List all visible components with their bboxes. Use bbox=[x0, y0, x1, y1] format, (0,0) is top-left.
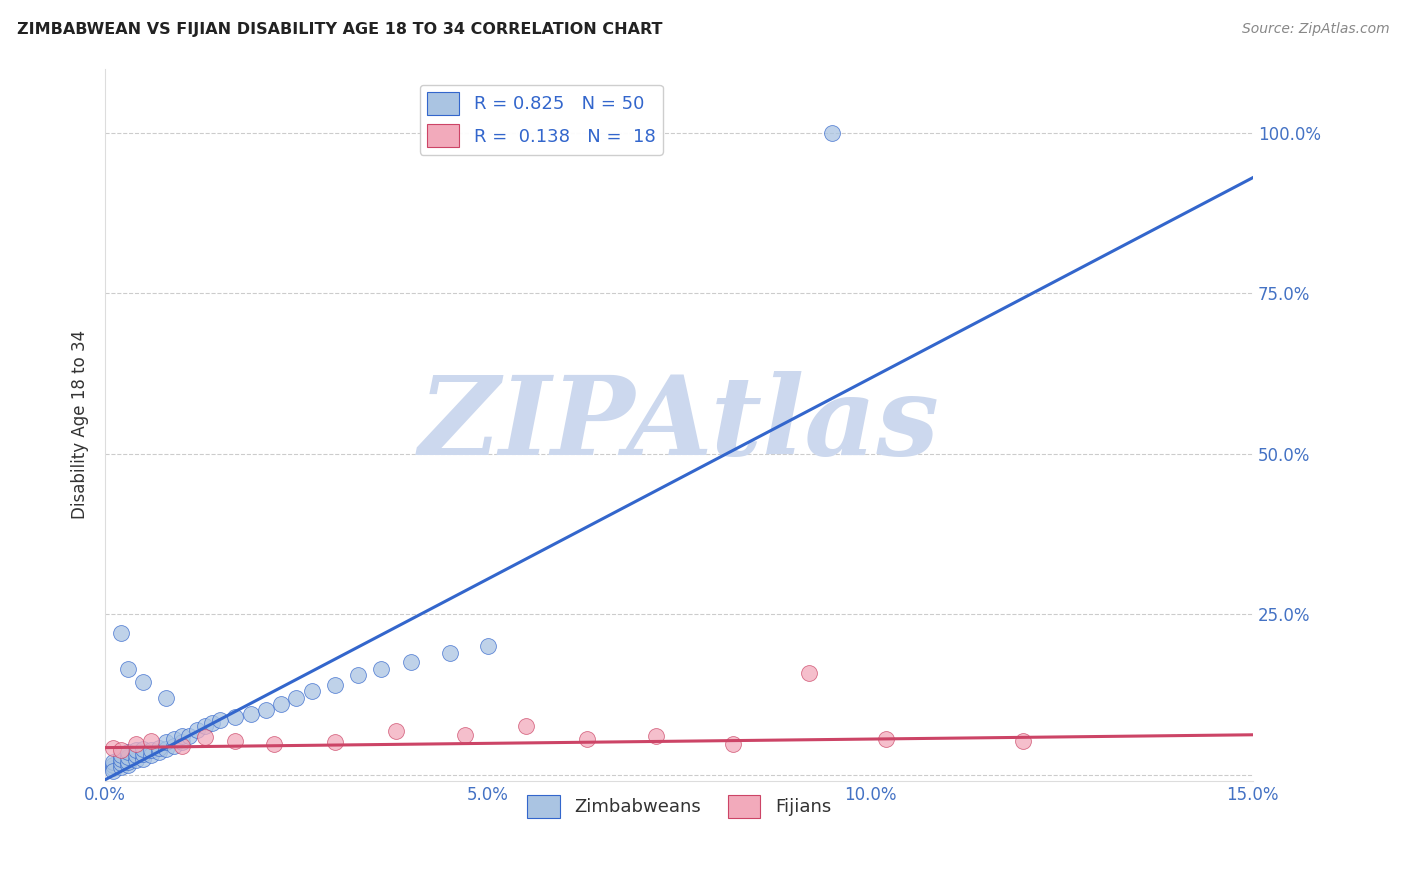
Point bbox=[148, 745, 170, 759]
Point bbox=[139, 734, 162, 748]
Point bbox=[101, 758, 124, 772]
Point bbox=[101, 764, 124, 779]
Point bbox=[477, 639, 499, 653]
Point bbox=[101, 740, 124, 755]
Point bbox=[875, 732, 897, 747]
Point bbox=[170, 739, 193, 753]
Point bbox=[186, 723, 208, 737]
Point bbox=[132, 674, 155, 689]
Point bbox=[117, 662, 139, 676]
Point bbox=[170, 729, 193, 743]
Text: ZIMBABWEAN VS FIJIAN DISABILITY AGE 18 TO 34 CORRELATION CHART: ZIMBABWEAN VS FIJIAN DISABILITY AGE 18 T… bbox=[17, 22, 662, 37]
Point bbox=[194, 719, 217, 733]
Point bbox=[125, 754, 148, 768]
Point bbox=[155, 735, 177, 749]
Point bbox=[721, 737, 744, 751]
Point bbox=[148, 740, 170, 755]
Point bbox=[101, 761, 124, 775]
Point bbox=[323, 678, 346, 692]
Point bbox=[179, 729, 201, 743]
Point bbox=[370, 662, 392, 676]
Point bbox=[194, 731, 217, 745]
Point bbox=[132, 742, 155, 756]
Point bbox=[346, 668, 368, 682]
Point bbox=[439, 646, 461, 660]
Point bbox=[110, 756, 132, 770]
Point bbox=[110, 748, 132, 763]
Point bbox=[239, 706, 262, 721]
Point bbox=[125, 743, 148, 757]
Point bbox=[132, 747, 155, 761]
Point bbox=[139, 748, 162, 763]
Point bbox=[155, 742, 177, 756]
Point bbox=[101, 755, 124, 769]
Point bbox=[454, 728, 477, 742]
Point bbox=[163, 732, 186, 747]
Point bbox=[208, 713, 231, 727]
Point bbox=[110, 751, 132, 765]
Point bbox=[301, 684, 323, 698]
Point bbox=[125, 748, 148, 763]
Point bbox=[254, 703, 277, 717]
Point bbox=[132, 751, 155, 765]
Point bbox=[224, 734, 246, 748]
Point bbox=[117, 755, 139, 769]
Point bbox=[285, 690, 308, 705]
Point bbox=[576, 732, 599, 747]
Point bbox=[323, 735, 346, 749]
Point bbox=[201, 716, 224, 731]
Point bbox=[821, 126, 844, 140]
Point bbox=[125, 737, 148, 751]
Y-axis label: Disability Age 18 to 34: Disability Age 18 to 34 bbox=[72, 330, 89, 519]
Point bbox=[1012, 734, 1035, 748]
Point bbox=[110, 743, 132, 757]
Point bbox=[645, 729, 668, 743]
Point bbox=[263, 737, 285, 751]
Legend: Zimbabweans, Fijians: Zimbabweans, Fijians bbox=[520, 788, 838, 825]
Point bbox=[155, 690, 177, 705]
Point bbox=[117, 745, 139, 759]
Point bbox=[224, 710, 246, 724]
Point bbox=[170, 735, 193, 749]
Point bbox=[163, 739, 186, 753]
Point bbox=[797, 666, 820, 681]
Point bbox=[139, 743, 162, 757]
Point bbox=[110, 626, 132, 640]
Text: ZIPAtlas: ZIPAtlas bbox=[419, 371, 939, 478]
Point bbox=[385, 723, 408, 738]
Point bbox=[110, 760, 132, 774]
Text: Source: ZipAtlas.com: Source: ZipAtlas.com bbox=[1241, 22, 1389, 37]
Point bbox=[117, 758, 139, 772]
Point bbox=[117, 749, 139, 764]
Point bbox=[515, 719, 537, 733]
Point bbox=[270, 697, 292, 711]
Point bbox=[399, 655, 422, 669]
